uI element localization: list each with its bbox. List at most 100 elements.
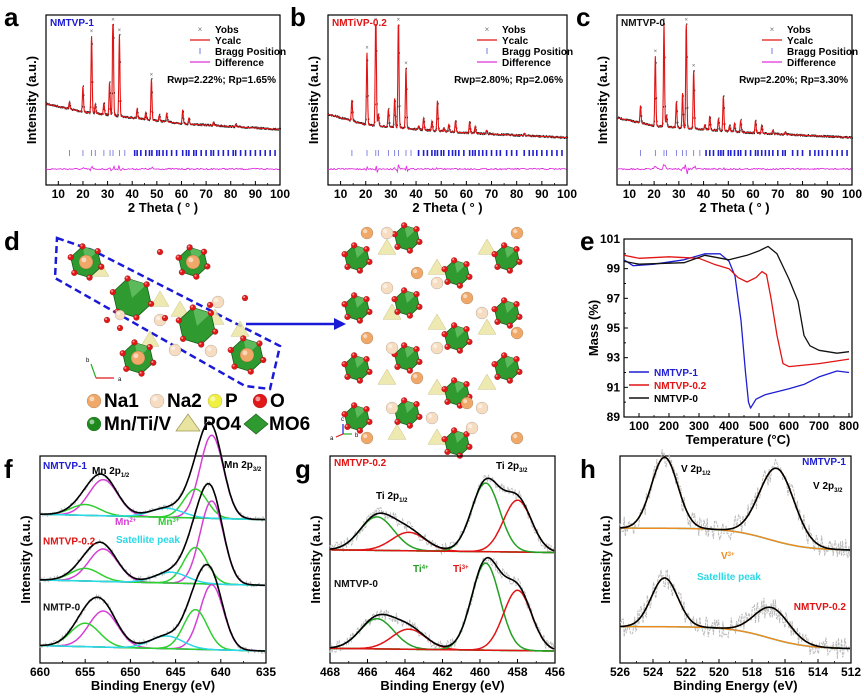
oxygen-atom-highlight (452, 428, 455, 431)
na1-atom (360, 331, 374, 345)
xps-h-xtick-label: 516 (775, 665, 795, 679)
oxygen-atom (463, 260, 470, 268)
oxygen-atom-highlight (342, 252, 345, 255)
oxygen-atom-highlight (467, 339, 470, 342)
yobs-legend-icon: × (770, 25, 775, 34)
xps-h-xtick-label: 522 (676, 665, 696, 679)
mo6-octahedron-face (354, 245, 367, 258)
na1-atom (510, 431, 524, 445)
oxygen-atom-highlight (176, 318, 179, 321)
oxygen-atom (491, 250, 498, 258)
oxygen-atom (394, 363, 401, 371)
xrd-b-legend-label: Difference (502, 58, 551, 69)
oxygen-atom-highlight (181, 336, 184, 340)
oxygen-atom-highlight (507, 323, 511, 326)
oxygen-atom-highlight (445, 449, 448, 452)
na2-atom (475, 306, 489, 320)
oxygen-atom (406, 312, 414, 319)
na1-atom-highlight (188, 257, 194, 263)
xrd-c-xtick-label: 20 (647, 187, 661, 201)
oxygen-atom (366, 418, 373, 426)
oxygen-atom-highlight (345, 374, 348, 377)
xrd-c-xtick-label: 40 (697, 187, 711, 201)
na1-atom (410, 266, 424, 280)
oxygen-atom (138, 370, 145, 377)
oxygen-atom-highlight (342, 362, 345, 365)
panel-label-c: c (576, 2, 590, 32)
xrd-b-xtick-label: 80 (510, 187, 524, 201)
na1-atom-highlight (363, 229, 368, 234)
xps-h-envelope (619, 577, 850, 650)
na1-atom (360, 431, 374, 445)
po4-tetrahedron (377, 238, 397, 255)
xrd-a-legend-label: Yobs (215, 25, 239, 36)
xrd-b-peak-marker: × (374, 18, 378, 24)
oxygen-atom-highlight (241, 336, 244, 339)
oxygen-atom (391, 295, 398, 303)
xps-f-xlabel: Binding Energy (eV) (91, 678, 215, 693)
oxygen-atom-highlight (464, 262, 467, 265)
xrd-c-xtick-label: 30 (672, 187, 686, 201)
oxygen-atom (356, 267, 364, 274)
a-axis-label: a (330, 436, 334, 442)
oxygen-atom-highlight (367, 309, 370, 312)
na1-atom-highlight (513, 329, 518, 334)
oxygen-atom (394, 418, 401, 426)
oxygen-atom (413, 225, 420, 233)
oxygen-atom (239, 335, 247, 342)
oxygen-atom (406, 367, 414, 374)
xps-g-xlabel: Binding Energy (eV) (380, 678, 504, 693)
xrd-b-legend-label: Bragg Position (502, 47, 573, 58)
xps-h-envelope (619, 456, 850, 551)
oxygen-atom (341, 250, 348, 258)
oxygen-atom-highlight (402, 398, 405, 401)
xrd-a-difference-series (45, 164, 280, 172)
tga-legend-label: NMTVP-0.2 (654, 381, 707, 392)
xrd-a-xtick-label: 10 (52, 187, 66, 201)
oxygen-atom (350, 292, 358, 299)
mo6-octahedron-face (192, 307, 211, 326)
oxygen-atom (463, 380, 470, 388)
oxygen-atom (146, 343, 153, 351)
oxygen-atom-highlight (213, 329, 216, 332)
oxygen-atom-highlight (495, 319, 498, 322)
oxygen-atom-highlight (457, 283, 461, 286)
na2-atom-highlight (214, 298, 219, 303)
oxygen-atom-highlight (467, 274, 470, 277)
legend-label-mn-ti-v: Mn/Ti/V (104, 414, 172, 435)
xrd-b-peak-marker: × (397, 18, 401, 24)
na2-atom-highlight (428, 414, 433, 419)
xps-g-xtick-label: 462 (432, 665, 452, 679)
na1-atom-highlight (413, 269, 418, 274)
xps-chart-f: NMTVP-1 NMTVP-0.2 NMTP-0 660 655 650 645 640 635… (18, 417, 276, 693)
xps-g-component-ti3 (330, 589, 555, 651)
oxygen-atom-highlight (452, 323, 455, 326)
xps-h-component-v3 (619, 456, 850, 551)
a-axis-label: a (118, 377, 122, 383)
oxygen-atom-highlight (517, 369, 520, 372)
oxygen-atom-highlight (442, 332, 445, 335)
oxygen-atom-highlight (158, 250, 161, 253)
xps-g-xtick-label: 464 (395, 665, 415, 679)
legend-label-na1: Na1 (104, 391, 139, 412)
oxygen-atom-highlight (352, 293, 355, 296)
xrd-a-ylabel: Intensity (a.u.) (24, 56, 39, 144)
oxygen-atom (406, 422, 414, 429)
na1-atom-highlight (363, 334, 368, 339)
oxygen-atom-highlight (402, 288, 405, 291)
oxygen-atom-highlight (190, 305, 193, 308)
xrd-c-ycalc-series (617, 24, 852, 139)
xrd-a-xtick-label: 30 (101, 187, 115, 201)
oxygen-atom (516, 368, 523, 376)
oxygen-atom-highlight (342, 412, 345, 415)
xps-g-component-ti4 (330, 562, 554, 652)
na2-atom (430, 276, 444, 290)
oxygen-atom (179, 335, 187, 343)
oxygen-atom-highlight (261, 358, 264, 361)
na2-atom-highlight (207, 347, 212, 352)
oxygen-atom-highlight (118, 326, 121, 329)
xrd-c-peak-marker: × (662, 18, 666, 24)
na1-atom-highlight (133, 353, 139, 359)
legend-label-p: P (225, 391, 238, 412)
oxygen-atom-highlight (495, 374, 498, 377)
